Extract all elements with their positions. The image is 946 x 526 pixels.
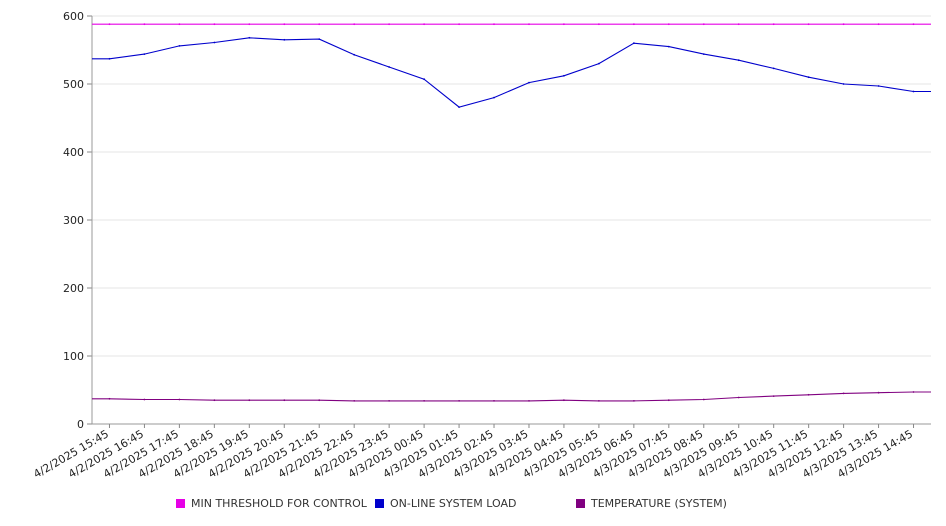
data-point <box>283 23 286 26</box>
data-point <box>737 23 740 26</box>
data-point <box>248 36 251 39</box>
data-point <box>178 45 181 47</box>
data-point <box>143 53 146 55</box>
data-point <box>423 78 425 81</box>
data-point <box>667 45 670 48</box>
data-point <box>667 23 670 26</box>
legend-label: ON-LINE SYSTEM LOAD <box>390 497 517 510</box>
data-point <box>877 23 880 26</box>
data-point <box>598 62 600 65</box>
data-point <box>178 398 181 401</box>
data-point <box>842 23 845 26</box>
data-point <box>388 66 390 68</box>
data-point <box>563 399 565 402</box>
data-point <box>528 400 530 402</box>
legend-item[interactable]: MIN THRESHOLD FOR CONTROL <box>176 497 367 510</box>
data-point <box>772 67 775 70</box>
data-point <box>493 23 495 26</box>
legend-swatch <box>576 499 585 508</box>
data-point <box>737 59 740 62</box>
data-point <box>213 41 216 44</box>
data-point <box>143 23 146 26</box>
data-point <box>143 398 146 401</box>
data-point <box>108 57 111 60</box>
legend-label: TEMPERATURE (SYSTEM) <box>591 497 727 510</box>
legend-swatch <box>176 499 185 508</box>
data-point <box>737 396 740 399</box>
data-point <box>353 23 356 26</box>
data-point <box>842 392 845 395</box>
data-point <box>563 23 565 26</box>
data-point <box>563 74 565 77</box>
data-point <box>877 85 880 87</box>
y-tick-label: 0 <box>77 418 84 431</box>
data-point <box>213 23 216 26</box>
data-point <box>353 53 356 56</box>
data-point <box>388 23 390 26</box>
series-line <box>92 391 931 402</box>
data-point <box>248 23 251 26</box>
data-point <box>458 106 460 108</box>
y-tick-label: 100 <box>63 350 84 363</box>
data-point <box>633 23 635 26</box>
data-point <box>598 400 600 402</box>
data-point <box>458 23 460 26</box>
data-point <box>807 76 810 79</box>
data-point <box>702 398 705 401</box>
data-point <box>493 400 495 402</box>
data-point <box>213 399 216 402</box>
data-point <box>702 53 705 55</box>
data-point <box>633 400 635 402</box>
data-point <box>633 42 635 45</box>
y-tick-label: 400 <box>63 146 84 159</box>
data-point <box>528 23 530 26</box>
data-point <box>842 83 845 85</box>
data-point <box>807 23 810 26</box>
data-point <box>772 23 775 26</box>
data-point <box>912 23 915 26</box>
y-tick-label: 200 <box>63 282 84 295</box>
data-point <box>912 391 915 393</box>
legend-item[interactable]: ON-LINE SYSTEM LOAD <box>375 497 516 510</box>
data-point <box>667 399 670 402</box>
data-point <box>283 38 286 41</box>
series-line <box>92 37 931 108</box>
legend-swatch <box>375 499 384 508</box>
data-point <box>388 400 390 402</box>
data-point <box>702 23 705 26</box>
data-point <box>318 38 321 40</box>
y-tick-label: 600 <box>63 10 84 23</box>
data-point <box>912 90 915 93</box>
data-point <box>283 399 286 402</box>
legend: MIN THRESHOLD FOR CONTROL ON-LINE SYSTEM … <box>0 497 946 515</box>
data-point <box>458 400 460 402</box>
data-point <box>598 23 600 26</box>
data-point <box>528 81 530 84</box>
data-point <box>318 399 321 402</box>
data-point <box>772 395 775 397</box>
data-point <box>493 96 495 99</box>
data-point <box>423 400 425 402</box>
y-tick-label: 300 <box>63 214 84 227</box>
data-point <box>353 400 356 402</box>
data-point <box>178 23 181 26</box>
y-tick-label: 500 <box>63 78 84 91</box>
data-point <box>877 391 880 394</box>
data-point <box>108 23 111 26</box>
legend-label: MIN THRESHOLD FOR CONTROL <box>191 497 367 510</box>
legend-item[interactable]: TEMPERATURE (SYSTEM) <box>576 497 727 510</box>
data-point <box>807 393 810 396</box>
data-point <box>108 397 111 400</box>
data-point <box>248 399 251 402</box>
data-point <box>423 23 425 26</box>
data-point <box>318 23 321 26</box>
